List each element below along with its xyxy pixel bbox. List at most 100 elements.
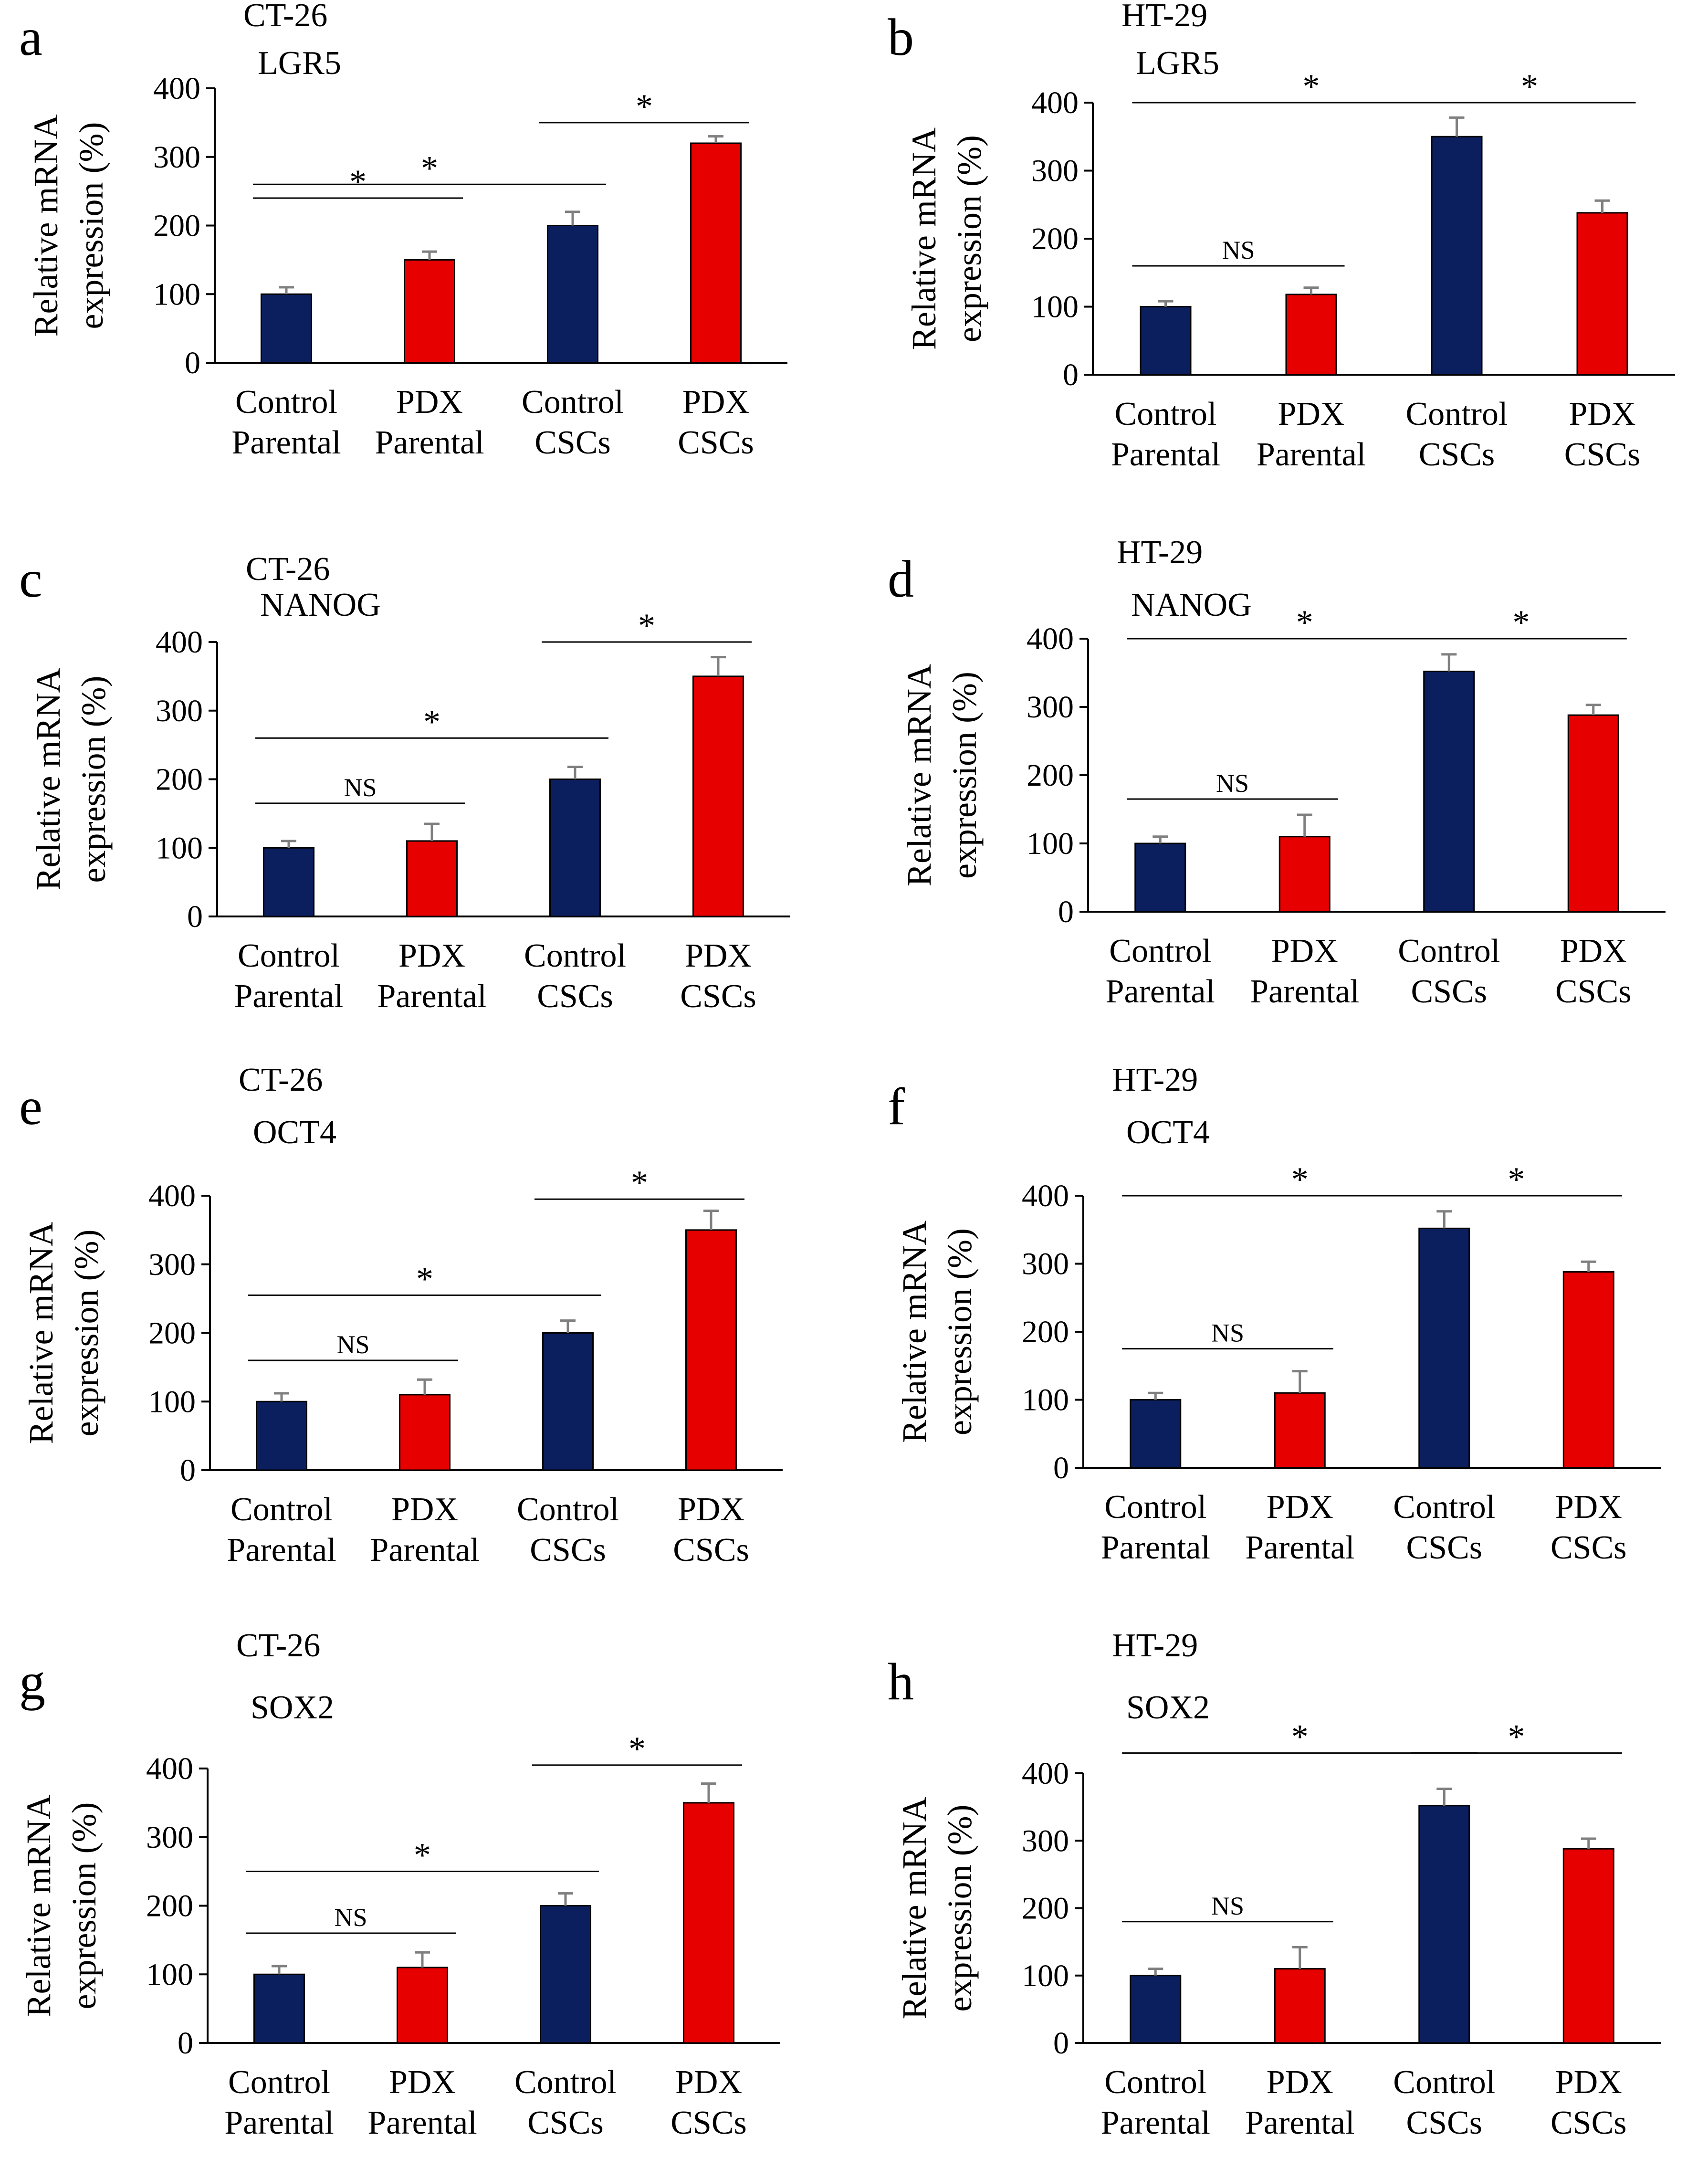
panel-letter: f — [888, 1077, 905, 1136]
x-tick-label-line2: CSCs — [673, 1532, 749, 1568]
panel-title-cell-line: HT-29 — [1112, 1627, 1198, 1664]
significance-label: * — [416, 1260, 433, 1298]
bar — [1567, 714, 1619, 913]
x-tick-label-line1: PDX — [1267, 1489, 1333, 1526]
x-tick-label-line1: Control — [1104, 1489, 1206, 1526]
x-tick-label-line2: Parental — [1245, 1529, 1354, 1566]
bar — [685, 1229, 737, 1471]
panel-title-gene: SOX2 — [251, 1689, 334, 1726]
y-tick-label: 100 — [1031, 290, 1079, 325]
bar — [1431, 136, 1483, 376]
y-axis-label: Relative mRNA expression (%) — [22, 1222, 105, 1444]
x-tick-label-line1: PDX — [675, 2064, 742, 2101]
bar — [683, 1802, 734, 2044]
y-axis-label: Relative mRNA expression (%) — [29, 668, 113, 891]
significance-label: * — [1296, 603, 1313, 642]
y-axis-label-line1: Relative mRNA — [905, 127, 943, 350]
bar — [1285, 294, 1337, 376]
panel-d: d HT-29 NANOG Relative mRNA expression (%) 0 1… — [888, 534, 1666, 1010]
x-tick-label-line1: Control — [238, 937, 340, 974]
bar — [1274, 1392, 1326, 1469]
x-tick-label-line1: Control — [522, 384, 624, 421]
bar — [1274, 1968, 1326, 2044]
panel-letter: g — [19, 1653, 45, 1711]
bar — [253, 1973, 305, 2044]
bar — [690, 142, 742, 364]
y-tick-label: 100 — [1022, 1383, 1069, 1418]
x-tick-label-line1: PDX — [682, 384, 749, 421]
y-tick-label: 300 — [146, 1820, 193, 1855]
x-tick-label-line1: Control — [517, 1491, 619, 1528]
bar — [1562, 1271, 1614, 1469]
y-tick-label: 100 — [148, 1384, 196, 1419]
panel-title-gene: OCT4 — [253, 1114, 336, 1151]
x-tick-label-line2: CSCs — [527, 2105, 604, 2141]
x-tick-label-line1: PDX — [685, 937, 752, 974]
bar — [1130, 1975, 1182, 2044]
x-tick-label-line2: Parental — [1106, 973, 1215, 1010]
y-tick-label: 0 — [187, 899, 203, 934]
y-tick-label: 100 — [146, 1957, 193, 1992]
y-tick-label: 0 — [185, 346, 200, 380]
x-tick-label-line2: Parental — [1101, 2105, 1210, 2141]
x-tick-label-line1: PDX — [1267, 2064, 1333, 2101]
panel-title-gene: LGR5 — [258, 45, 341, 82]
y-tick-label: 200 — [1031, 221, 1079, 256]
panel-title-cell-line: CT-26 — [236, 1627, 320, 1664]
x-tick-label-line2: Parental — [234, 978, 343, 1015]
x-tick-label-line1: PDX — [1555, 2064, 1622, 2101]
x-tick-label-line2: Parental — [1101, 1529, 1210, 1566]
x-tick-label-line1: Control — [1104, 2064, 1206, 2101]
x-tick-label-line2: Parental — [224, 2105, 334, 2141]
y-axis-label-line1: Relative mRNA — [22, 1222, 60, 1444]
significance-label: * — [414, 1836, 431, 1874]
y-tick-label: 400 — [153, 71, 200, 106]
panel-letter: b — [888, 8, 914, 66]
panel-letter: d — [888, 550, 914, 608]
significance-label: * — [421, 149, 438, 187]
y-axis-label: Relative mRNA expression (%) — [895, 1221, 979, 1443]
panel-h: h HT-29 SOX2 Relative mRNA expression (%) 0 10… — [888, 1627, 1661, 2141]
x-tick-label-line2: Parental — [1111, 436, 1220, 473]
y-tick-label: 200 — [146, 1889, 193, 1924]
significance-label: * — [629, 1730, 646, 1768]
bar — [1576, 212, 1628, 376]
y-tick-label: 200 — [156, 762, 203, 797]
x-tick-label-line1: Control — [228, 2064, 330, 2101]
x-tick-label-line2: Parental — [1245, 2105, 1354, 2141]
panel-title-cell-line: HT-29 — [1117, 534, 1203, 571]
bar — [1134, 842, 1186, 913]
x-tick-label-line2: CSCs — [537, 978, 613, 1015]
x-tick-label-line1: Control — [514, 2064, 617, 2101]
significance-label: NS — [1211, 1892, 1244, 1920]
bar — [263, 847, 314, 917]
x-tick-label-line2: CSCs — [678, 424, 754, 461]
y-axis-label-line1: Relative mRNA — [29, 668, 67, 891]
bar — [542, 1332, 594, 1471]
significance-label: * — [638, 607, 655, 645]
x-tick-label-line2: Parental — [367, 2105, 477, 2141]
significance-label: * — [1291, 1160, 1309, 1199]
panel-letter: c — [19, 550, 42, 608]
y-tick-label: 300 — [156, 694, 203, 728]
panel-letter: a — [19, 8, 42, 66]
significance-label: * — [1508, 1160, 1525, 1199]
x-tick-label-line1: PDX — [1278, 396, 1344, 432]
panel-title-gene: OCT4 — [1126, 1114, 1210, 1151]
y-axis-label-line2: expression (%) — [65, 1802, 103, 2010]
y-tick-label: 0 — [1058, 895, 1074, 929]
x-tick-label-line1: Control — [1109, 933, 1211, 969]
panel-title-gene: NANOG — [260, 587, 381, 623]
significance-label: * — [1303, 67, 1320, 105]
x-tick-label-line2: Parental — [227, 1532, 336, 1568]
x-tick-label-line2: CSCs — [1406, 2105, 1482, 2141]
x-tick-label-line1: Control — [1393, 2064, 1495, 2101]
bar — [261, 293, 312, 364]
y-axis-label: Relative mRNA expression (%) — [895, 1797, 979, 2020]
x-tick-label-line1: PDX — [389, 2064, 456, 2101]
bar — [256, 1400, 307, 1471]
significance-label: NS — [336, 1330, 369, 1359]
y-tick-label: 0 — [1053, 1451, 1069, 1485]
panel-title-cell-line: HT-29 — [1112, 1062, 1198, 1098]
